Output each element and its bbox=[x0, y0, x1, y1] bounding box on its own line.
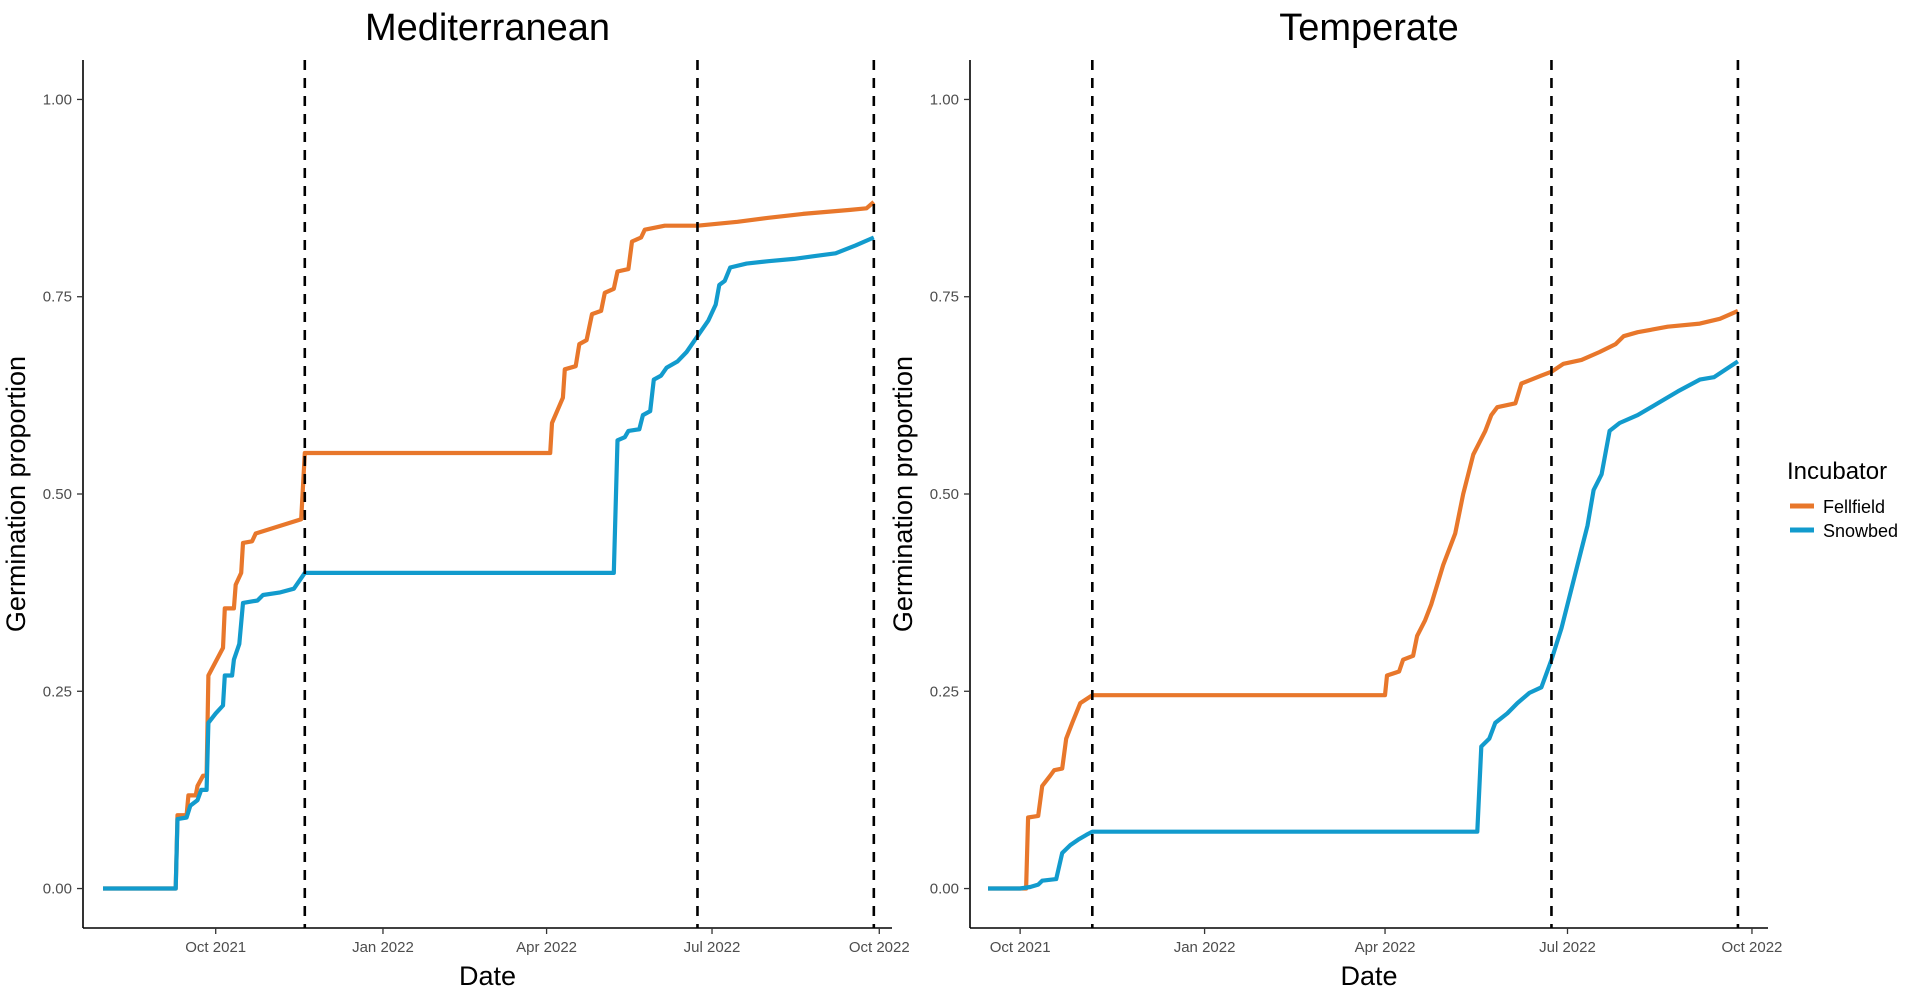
panel-mediterranean: Mediterranean 0.00 0.25 0.50 0.75 1.00 Oct 202… bbox=[1, 7, 910, 991]
y-tick-label: 1.00 bbox=[43, 91, 72, 108]
y-tick-label: 0.00 bbox=[43, 881, 72, 898]
x-tick-label: Jul 2022 bbox=[684, 939, 741, 956]
x-axis-title: Date bbox=[1340, 961, 1397, 991]
panel-title: Temperate bbox=[1279, 7, 1459, 49]
series-line-snowbed bbox=[103, 235, 875, 891]
x-tick-label: Oct 2022 bbox=[849, 939, 910, 956]
x-tick-label: Apr 2022 bbox=[516, 939, 577, 956]
x-tick-label: Oct 2022 bbox=[1722, 939, 1783, 956]
series-line-fellfield bbox=[988, 308, 1739, 891]
legend-title: Incubator bbox=[1787, 458, 1887, 485]
legend: Incubator Fellfield Snowbed bbox=[1787, 458, 1898, 541]
x-tick-label: Oct 2021 bbox=[990, 939, 1051, 956]
panel-temperate: Temperate 0.00 0.25 0.50 0.75 1.00 Oct 2021 Jan… bbox=[888, 7, 1782, 991]
y-axis-title: Germination proportion bbox=[888, 356, 918, 632]
series-line-fellfield bbox=[103, 200, 876, 891]
y-tick-label: 0.50 bbox=[930, 486, 959, 503]
y-tick-label: 0.75 bbox=[43, 289, 72, 306]
series-line-snowbed bbox=[988, 359, 1740, 891]
y-tick-label: 0.50 bbox=[43, 486, 72, 503]
y-tick-label: 0.25 bbox=[930, 683, 959, 700]
x-axis-title: Date bbox=[459, 961, 516, 991]
legend-label-snowbed: Snowbed bbox=[1823, 521, 1898, 541]
legend-label-fellfield: Fellfield bbox=[1823, 497, 1885, 517]
x-tick-label: Oct 2021 bbox=[185, 939, 246, 956]
y-tick-label: 0.00 bbox=[930, 881, 959, 898]
panel-title: Mediterranean bbox=[365, 7, 610, 49]
y-tick-label: 0.25 bbox=[43, 683, 72, 700]
x-tick-label: Jan 2022 bbox=[1174, 939, 1236, 956]
x-tick-label: Apr 2022 bbox=[1355, 939, 1416, 956]
x-tick-label: Jul 2022 bbox=[1539, 939, 1596, 956]
x-tick-label: Jan 2022 bbox=[352, 939, 414, 956]
y-tick-label: 0.75 bbox=[930, 289, 959, 306]
y-tick-label: 1.00 bbox=[930, 91, 959, 108]
y-axis-title: Germination proportion bbox=[1, 356, 31, 632]
